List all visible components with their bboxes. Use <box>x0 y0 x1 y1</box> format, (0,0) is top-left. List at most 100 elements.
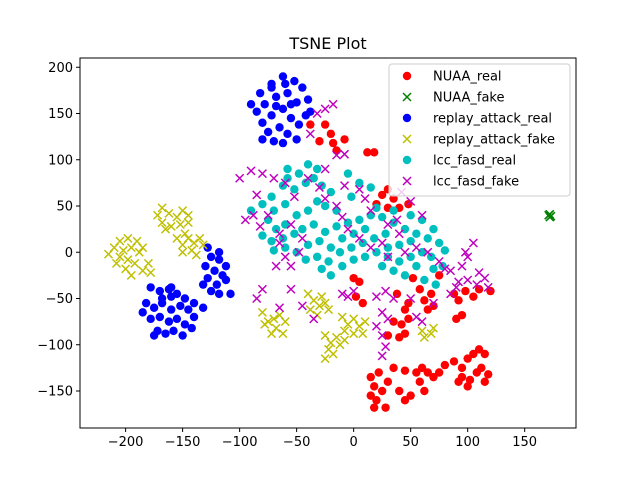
point-nuaa-real <box>366 372 375 382</box>
point-replay-attack-fake <box>260 319 270 329</box>
point-lcc-fasd-real <box>347 192 356 201</box>
point-lcc-fasd-real <box>417 215 427 225</box>
point-replay-attack-real <box>267 83 276 92</box>
point-lcc-fasd-fake <box>340 149 350 159</box>
point-replay-attack-real <box>258 135 267 144</box>
point-nuaa-real <box>320 120 330 129</box>
point-lcc-fasd-fake <box>252 190 262 200</box>
point-lcc-fasd-real <box>366 183 375 192</box>
x-tick-label: 50 <box>402 435 419 450</box>
point-lcc-fasd-fake <box>257 169 267 179</box>
legend-marker-lcc-fasd-fake <box>402 176 412 186</box>
point-nuaa-real <box>383 377 393 386</box>
point-replay-attack-fake <box>134 247 144 257</box>
point-lcc-fasd-real <box>366 211 375 220</box>
point-replay-attack-fake <box>103 249 114 259</box>
y-tick-label: 200 <box>48 61 73 76</box>
x-tick-label: 150 <box>512 435 537 450</box>
point-lcc-fasd-real <box>294 169 304 178</box>
point-lcc-fasd-fake <box>428 298 439 308</box>
point-nuaa-real <box>454 377 463 386</box>
point-lcc-fasd-real <box>377 212 387 222</box>
point-replay-attack-fake <box>195 233 205 243</box>
point-lcc-fasd-real <box>258 199 267 209</box>
point-replay-attack-fake <box>358 329 368 339</box>
point-nuaa-real <box>461 286 470 296</box>
point-replay-attack-fake <box>123 255 133 265</box>
point-replay-attack-real <box>203 273 212 283</box>
point-lcc-fasd-fake <box>354 233 364 243</box>
point-replay-attack-real <box>301 111 310 120</box>
point-replay-attack-fake <box>324 305 334 315</box>
point-replay-attack-real <box>169 326 178 336</box>
point-replay-attack-real <box>271 101 281 111</box>
point-replay-attack-real <box>283 88 292 98</box>
point-replay-attack-real <box>157 294 167 303</box>
point-lcc-fasd-fake <box>460 247 470 257</box>
point-lcc-fasd-fake <box>440 264 450 274</box>
point-nuaa-real <box>315 137 324 146</box>
point-replay-attack-real <box>275 123 284 132</box>
point-nuaa-real <box>400 396 410 405</box>
point-replay-attack-real <box>161 329 170 338</box>
point-nuaa-real <box>381 403 390 412</box>
point-lcc-fasd-fake <box>468 238 478 248</box>
point-replay-attack-fake <box>317 292 327 302</box>
point-lcc-fasd-fake <box>381 342 391 352</box>
x-tick-label: −200 <box>108 435 144 450</box>
point-nuaa-real <box>454 296 463 305</box>
point-lcc-fasd-fake <box>377 351 387 361</box>
point-lcc-fasd-real <box>338 234 347 243</box>
point-lcc-fasd-real <box>301 178 310 188</box>
point-nuaa-real <box>404 298 413 308</box>
point-lcc-fasd-fake <box>383 314 393 324</box>
x-tick-label: −150 <box>165 435 201 450</box>
point-lcc-fasd-real <box>332 222 341 231</box>
point-replay-attack-real <box>155 312 165 322</box>
point-replay-attack-fake <box>305 305 315 315</box>
chart-title: TSNE Plot <box>288 34 366 53</box>
point-replay-attack-real <box>198 280 208 289</box>
point-lcc-fasd-real <box>429 264 438 274</box>
point-lcc-fasd-fake <box>381 286 391 296</box>
point-replay-attack-real <box>260 100 269 109</box>
point-replay-attack-real <box>198 303 208 312</box>
point-replay-attack-fake <box>349 314 359 324</box>
point-lcc-fasd-fake <box>483 282 493 292</box>
point-lcc-fasd-fake <box>411 312 421 322</box>
point-lcc-fasd-fake <box>454 277 464 287</box>
point-lcc-fasd-real <box>389 206 398 215</box>
point-replay-attack-real <box>180 320 190 329</box>
point-lcc-fasd-real <box>381 229 390 238</box>
point-lcc-fasd-real <box>440 246 450 255</box>
point-replay-attack-real <box>164 317 174 326</box>
point-replay-attack-fake <box>126 243 136 253</box>
point-replay-attack-fake <box>178 206 188 216</box>
point-nuaa-real <box>434 368 444 377</box>
point-replay-attack-fake <box>198 240 208 250</box>
point-replay-attack-real <box>206 286 216 296</box>
point-replay-attack-real <box>189 312 199 322</box>
point-replay-attack-real <box>176 301 185 311</box>
point-replay-attack-real <box>146 314 155 324</box>
point-nuaa-real <box>408 273 418 283</box>
point-lcc-fasd-fake <box>275 303 285 313</box>
series-nuaa-fake <box>544 209 556 222</box>
point-replay-attack-fake <box>178 247 188 257</box>
point-replay-attack-fake <box>332 332 342 342</box>
point-lcc-fasd-fake <box>320 194 330 204</box>
point-lcc-fasd-fake <box>389 293 399 304</box>
point-nuaa-real <box>306 120 315 129</box>
point-lcc-fasd-fake <box>383 219 393 230</box>
legend: NUAA_real NUAA_fake replay_attack_realrepl… <box>388 63 571 197</box>
point-nuaa-real <box>465 375 475 385</box>
point-replay-attack-real <box>149 331 159 340</box>
point-lcc-fasd-real <box>377 261 387 271</box>
point-replay-attack-real <box>221 275 231 285</box>
point-lcc-fasd-fake <box>463 275 473 285</box>
point-lcc-fasd-fake <box>286 261 296 271</box>
point-lcc-fasd-real <box>292 248 301 257</box>
point-lcc-fasd-real <box>315 236 324 246</box>
point-lcc-fasd-fake <box>309 314 319 324</box>
point-lcc-fasd-fake <box>269 173 279 183</box>
